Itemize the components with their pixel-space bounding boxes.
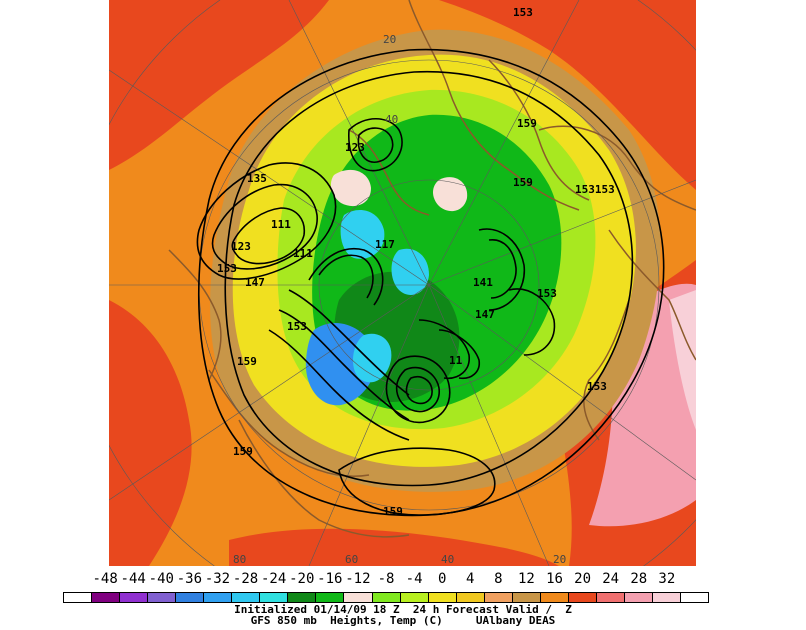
temp-field-pale-1	[330, 169, 371, 207]
temp-field-lightpink-se	[669, 290, 696, 430]
colorbar-swatch	[681, 593, 709, 602]
lat-label-40-bottom: 40	[441, 553, 454, 566]
colorbar-tick-label: 12	[517, 571, 535, 587]
colorbar-swatch	[92, 593, 121, 602]
colorbar-swatch	[568, 593, 597, 602]
contour-label: 153	[513, 6, 533, 19]
colorbar-swatch	[204, 593, 233, 602]
caption-line-1: Initialized 01/14/09 18 Z 24 h Forecast …	[234, 603, 572, 616]
colorbar-tick-label: 16	[546, 571, 563, 587]
colorbar-swatch	[596, 593, 625, 602]
colorbar-tick-label: -12	[345, 571, 371, 587]
colorbar-tick-label: -40	[148, 571, 174, 587]
height-contours	[196, 48, 665, 517]
contour-label: 135	[247, 172, 267, 185]
colorbar-swatch	[540, 593, 569, 602]
colorbar-swatch	[260, 593, 289, 602]
temp-field-cyan-3	[352, 333, 392, 383]
contour-label: 153	[217, 262, 237, 275]
colorbar-swatch	[428, 593, 457, 602]
lat-label-60-bottom: 60	[345, 553, 358, 566]
colorbar-tick-label: 32	[658, 571, 676, 587]
colorbar-swatch	[288, 593, 317, 602]
contour-label: 147	[475, 308, 495, 321]
colorbar-tick-label: 20	[574, 571, 592, 587]
colorbar-tick-label: -36	[176, 571, 203, 587]
colorbar-tick-label: -48	[92, 571, 118, 587]
colorbar-tick-label: -28	[232, 571, 259, 587]
colorbar-swatch	[120, 593, 149, 602]
contour-label: 159	[513, 176, 533, 189]
colorbar-tick-label: -8	[377, 571, 395, 587]
colorbar-tick-label: 24	[602, 571, 620, 587]
contour-label: 123	[231, 240, 251, 253]
colorbar-swatch	[652, 593, 682, 602]
colorbar-tick-label: -44	[120, 571, 146, 587]
lat-label-40-top: 40	[385, 113, 398, 126]
colorbar-swatch	[148, 593, 177, 602]
temp-field-pale-2	[433, 177, 468, 212]
contour-label: 153	[537, 287, 557, 300]
contour-label: 159	[233, 445, 253, 458]
colorbar-swatch	[176, 593, 205, 602]
colorbar-swatch	[400, 593, 429, 602]
colorbar-tick-label: -16	[317, 571, 343, 587]
contour-label: 111	[271, 218, 291, 231]
contour-label: 111	[293, 247, 313, 260]
colorbar-tick-label: 28	[630, 571, 648, 587]
colorbar-swatch	[64, 593, 93, 602]
contour-label: 141	[473, 276, 493, 289]
colorbar-swatch	[456, 593, 485, 602]
temp-field-red-ne	[439, 0, 696, 190]
contour-label: 153	[587, 380, 607, 393]
contour-label: 159	[237, 355, 257, 368]
colorbar-swatch	[512, 593, 541, 602]
colorbar-labels: -48 -44 -40 -36 -32 -28 -24 -20 -16 -12 -8 -4 0 4 8 12 1…	[60, 571, 720, 589]
colorbar-swatch	[624, 593, 653, 602]
map-svg: 20 40 60 80 20 40 153 123 159 135 111 15…	[109, 0, 696, 566]
map-panel: 20 40 60 80 20 40 153 123 159 135 111 15…	[109, 0, 696, 566]
colorbar-tick-label: 0	[437, 571, 447, 587]
contour-label: 147	[245, 276, 265, 289]
lat-label-20-bottom: 20	[553, 553, 566, 566]
colorbar-swatch	[344, 593, 373, 602]
colorbar-tick-label: -24	[260, 571, 287, 587]
colorbar-swatch	[372, 593, 401, 602]
colorbar-tick-label: 4	[466, 571, 475, 587]
contour-label: 153153	[575, 183, 615, 196]
contour-label: 159	[383, 505, 403, 518]
colorbar-swatch	[316, 593, 345, 602]
caption: Initialized 01/14/09 18 Z 24 h Forecast …	[0, 604, 806, 626]
lat-label-20-top: 20	[383, 33, 396, 46]
contour-label: 153	[287, 320, 307, 333]
contour-label: 123	[345, 141, 365, 154]
caption-line-2: GFS 850 mb Heights, Temp (C) UAlbany DEA…	[250, 614, 556, 627]
contour-label: 117	[375, 238, 395, 251]
temp-field-red-w	[109, 300, 192, 566]
temp-field-red-nw	[109, 0, 329, 170]
colorbar-swatch	[484, 593, 513, 602]
colorbar-swatch	[232, 593, 261, 602]
temp-field-cyan-2	[391, 248, 429, 295]
temp-field-cyan-1	[340, 210, 385, 259]
lat-label-80-bottom: 80	[233, 553, 246, 566]
colorbar	[63, 592, 709, 603]
colorbar-tick-label: -20	[289, 571, 315, 587]
colorbar-tick-label: -4	[405, 571, 423, 587]
colorbar-tick-label: -32	[204, 571, 231, 587]
colorbar-tick-label: 8	[494, 571, 503, 587]
temp-field-red-s	[229, 528, 559, 566]
contour-label: 11	[449, 354, 463, 367]
contour-label: 159	[517, 117, 537, 130]
